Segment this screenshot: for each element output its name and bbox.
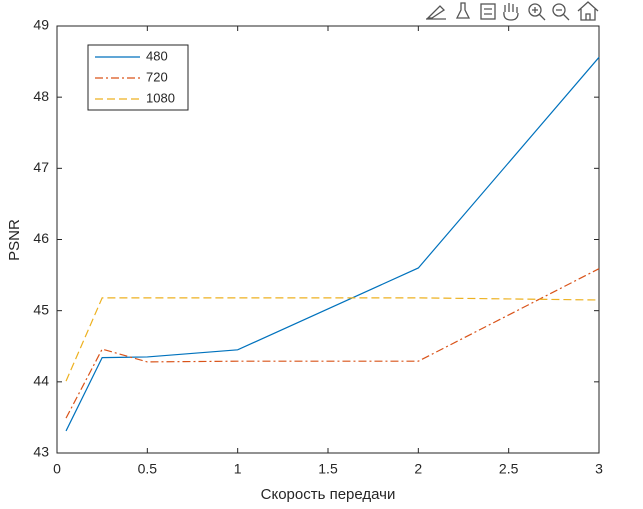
toolbar bbox=[426, 1, 599, 21]
y-tick-label: 44 bbox=[33, 373, 49, 389]
home-tool[interactable] bbox=[577, 1, 599, 21]
legend-label: 1080 bbox=[146, 90, 175, 105]
x-tick-label: 2 bbox=[414, 461, 422, 477]
legend: 480 720 1080 bbox=[87, 44, 189, 111]
y-tick-label: 48 bbox=[33, 88, 49, 104]
legend-label: 720 bbox=[146, 69, 168, 84]
y-axis-label: PSNR bbox=[6, 219, 23, 261]
zoom-out-tool[interactable] bbox=[552, 3, 570, 21]
y-tick-label: 49 bbox=[33, 17, 49, 33]
x-tick-label: 3 bbox=[595, 461, 603, 477]
line-series bbox=[65, 297, 600, 382]
y-tick-label: 46 bbox=[33, 230, 49, 246]
y-tick-label: 45 bbox=[33, 301, 49, 317]
data-tip-tool[interactable] bbox=[480, 3, 496, 20]
line-series bbox=[65, 56, 600, 432]
line-series bbox=[65, 268, 600, 419]
legend-label: 480 bbox=[146, 48, 168, 63]
x-tick-label: 1.5 bbox=[318, 461, 338, 477]
x-tick-label: 0.5 bbox=[138, 461, 158, 477]
zoom-in-tool[interactable] bbox=[528, 3, 546, 21]
x-axis-label: Скорость передачи bbox=[261, 486, 396, 503]
brush-tool[interactable] bbox=[455, 2, 471, 19]
y-tick-label: 47 bbox=[33, 159, 49, 175]
y-tick-label: 43 bbox=[33, 444, 49, 460]
x-tick-label: 0 bbox=[53, 461, 61, 477]
edit-tool[interactable] bbox=[426, 5, 446, 20]
x-tick-label: 1 bbox=[234, 461, 242, 477]
pan-tool[interactable] bbox=[503, 3, 519, 21]
x-tick-label: 2.5 bbox=[499, 461, 519, 477]
